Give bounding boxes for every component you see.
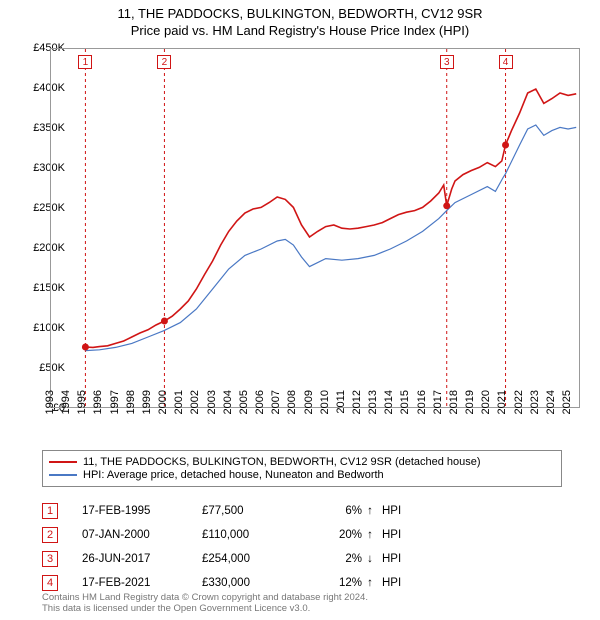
x-tick-label: 2008 bbox=[286, 390, 298, 430]
x-tick-label: 2020 bbox=[480, 390, 492, 430]
marker-badge: 1 bbox=[78, 55, 92, 69]
event-badge: 2 bbox=[42, 527, 58, 543]
x-tick-label: 2001 bbox=[173, 390, 185, 430]
x-axis-ticks: 1993199419951996199719981999200020012002… bbox=[50, 410, 580, 450]
event-suffix: HPI bbox=[382, 505, 401, 517]
x-tick-label: 1998 bbox=[125, 390, 137, 430]
legend: 11, THE PADDOCKS, BULKINGTON, BEDWORTH, … bbox=[42, 450, 562, 487]
footer-line2: This data is licensed under the Open Gov… bbox=[42, 603, 562, 614]
x-tick-label: 1993 bbox=[44, 390, 56, 430]
event-row: 4 17-FEB-2021£330,00012%↑ HPI bbox=[42, 572, 562, 594]
event-badge: 3 bbox=[42, 551, 58, 567]
x-tick-label: 2011 bbox=[335, 390, 347, 430]
event-price: £254,000 bbox=[202, 553, 312, 565]
marker-badge: 2 bbox=[157, 55, 171, 69]
series-line-property bbox=[85, 89, 576, 347]
x-tick-label: 2006 bbox=[254, 390, 266, 430]
footer-line1: Contains HM Land Registry data © Crown c… bbox=[42, 592, 562, 603]
event-date: 17-FEB-2021 bbox=[82, 577, 202, 589]
event-row: 3 26-JUN-2017£254,0002%↓ HPI bbox=[42, 548, 562, 570]
x-tick-label: 2024 bbox=[545, 390, 557, 430]
x-tick-label: 1994 bbox=[60, 390, 72, 430]
event-row: 2 07-JAN-2000£110,00020%↑ HPI bbox=[42, 524, 562, 546]
marker-dot bbox=[443, 202, 450, 209]
event-pct: 2% bbox=[312, 553, 362, 565]
event-suffix: HPI bbox=[382, 577, 401, 589]
x-tick-label: 1999 bbox=[141, 390, 153, 430]
x-tick-label: 2000 bbox=[157, 390, 169, 430]
marker-badge: 4 bbox=[499, 55, 513, 69]
x-tick-label: 2009 bbox=[303, 390, 315, 430]
x-tick-label: 2015 bbox=[399, 390, 411, 430]
x-tick-label: 2010 bbox=[319, 390, 331, 430]
x-tick-label: 2003 bbox=[206, 390, 218, 430]
x-tick-label: 2021 bbox=[496, 390, 508, 430]
legend-swatch bbox=[49, 474, 77, 476]
arrow-up-icon: ↑ bbox=[362, 505, 378, 517]
title-block: 11, THE PADDOCKS, BULKINGTON, BEDWORTH, … bbox=[0, 0, 600, 38]
marker-dot bbox=[502, 142, 509, 149]
event-price: £77,500 bbox=[202, 505, 312, 517]
marker-badge: 3 bbox=[440, 55, 454, 69]
x-tick-label: 2017 bbox=[432, 390, 444, 430]
event-date: 07-JAN-2000 bbox=[82, 529, 202, 541]
event-date: 17-FEB-1995 bbox=[82, 505, 202, 517]
event-badge: 4 bbox=[42, 575, 58, 591]
event-pct: 12% bbox=[312, 577, 362, 589]
x-tick-label: 1995 bbox=[76, 390, 88, 430]
x-tick-label: 2023 bbox=[529, 390, 541, 430]
x-tick-label: 2013 bbox=[367, 390, 379, 430]
x-tick-label: 2002 bbox=[189, 390, 201, 430]
legend-label: 11, THE PADDOCKS, BULKINGTON, BEDWORTH, … bbox=[83, 456, 481, 468]
event-badge: 1 bbox=[42, 503, 58, 519]
x-tick-label: 2014 bbox=[383, 390, 395, 430]
x-tick-label: 2022 bbox=[513, 390, 525, 430]
x-tick-label: 2025 bbox=[561, 390, 573, 430]
title-sub: Price paid vs. HM Land Registry's House … bbox=[0, 23, 600, 38]
x-tick-label: 2005 bbox=[238, 390, 250, 430]
chart-plot-area: 1 2 3 4 bbox=[50, 48, 580, 408]
event-suffix: HPI bbox=[382, 553, 401, 565]
x-tick-label: 2004 bbox=[222, 390, 234, 430]
event-suffix: HPI bbox=[382, 529, 401, 541]
legend-swatch bbox=[49, 461, 77, 463]
event-pct: 6% bbox=[312, 505, 362, 517]
x-tick-label: 2016 bbox=[416, 390, 428, 430]
marker-dot bbox=[82, 344, 89, 351]
chart-svg bbox=[51, 49, 581, 409]
legend-row: 11, THE PADDOCKS, BULKINGTON, BEDWORTH, … bbox=[49, 456, 555, 468]
marker-dot bbox=[161, 318, 168, 325]
x-tick-label: 2012 bbox=[351, 390, 363, 430]
event-pct: 20% bbox=[312, 529, 362, 541]
event-price: £330,000 bbox=[202, 577, 312, 589]
title-main: 11, THE PADDOCKS, BULKINGTON, BEDWORTH, … bbox=[0, 6, 600, 21]
event-date: 26-JUN-2017 bbox=[82, 553, 202, 565]
arrow-up-icon: ↑ bbox=[362, 529, 378, 541]
legend-label: HPI: Average price, detached house, Nune… bbox=[83, 469, 384, 481]
arrow-up-icon: ↑ bbox=[362, 577, 378, 589]
event-price: £110,000 bbox=[202, 529, 312, 541]
x-tick-label: 2007 bbox=[270, 390, 282, 430]
chart-container: 11, THE PADDOCKS, BULKINGTON, BEDWORTH, … bbox=[0, 0, 600, 620]
x-tick-label: 2019 bbox=[464, 390, 476, 430]
event-row: 1 17-FEB-1995£77,5006%↑ HPI bbox=[42, 500, 562, 522]
x-tick-label: 1996 bbox=[92, 390, 104, 430]
arrow-down-icon: ↓ bbox=[362, 553, 378, 565]
footer: Contains HM Land Registry data © Crown c… bbox=[42, 592, 562, 615]
x-tick-label: 1997 bbox=[109, 390, 121, 430]
x-tick-label: 2018 bbox=[448, 390, 460, 430]
events-table: 117-FEB-1995£77,5006%↑HPI207-JAN-2000£11… bbox=[42, 498, 562, 596]
legend-row: HPI: Average price, detached house, Nune… bbox=[49, 469, 555, 481]
